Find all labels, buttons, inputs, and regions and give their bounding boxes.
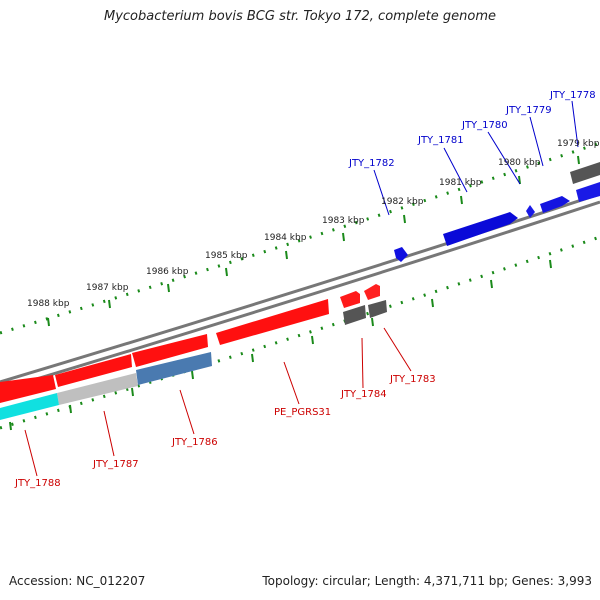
backbone-inner (0, 200, 600, 392)
map-title: Mycobacterium bovis BCG str. Tokyo 172, … (104, 9, 496, 24)
scale-label-1980: 1980 kbp (498, 158, 541, 168)
gene-jty-1778[interactable] (576, 182, 600, 202)
inner-scale-ring (0, 235, 600, 430)
gene-grey-1784 (343, 305, 366, 325)
outer-major-ticks (47, 155, 580, 327)
gene-lightgrey (57, 373, 138, 405)
scale-label-1986: 1986 kbp (146, 267, 189, 277)
label-jty-1778[interactable]: JTY_1778 (549, 90, 596, 101)
forward-leader-lines (373, 100, 579, 216)
scale-label-1983: 1983 kbp (322, 216, 365, 226)
scale-label-1982: 1982 kbp (381, 197, 424, 207)
gene-jty-1786[interactable] (132, 334, 208, 367)
gene-grey-top (570, 162, 600, 184)
gene-jty-1780[interactable] (526, 205, 535, 218)
label-jty-1780[interactable]: JTY_1780 (461, 120, 508, 131)
gene-jty-1779[interactable] (540, 196, 570, 213)
gene-jty-1783[interactable] (364, 284, 380, 300)
gene-grey-1783 (368, 300, 387, 318)
label-jty-1784[interactable]: JTY_1784 (340, 389, 387, 400)
label-jty-1782[interactable]: JTY_1782 (348, 158, 395, 169)
label-jty-1779[interactable]: JTY_1779 (505, 105, 552, 116)
backbone-outer (0, 192, 600, 384)
outer-scale-ring (0, 141, 600, 335)
label-jty-1788[interactable]: JTY_1788 (14, 478, 61, 489)
label-jty-1781[interactable]: JTY_1781 (417, 135, 464, 146)
gene-cyan (0, 393, 59, 420)
label-jty-1787[interactable]: JTY_1787 (92, 459, 139, 470)
genome-summary-text: Topology: circular; Length: 4,371,711 bp… (262, 574, 592, 588)
gene-steelblue (136, 352, 212, 385)
accession-text: Accession: NC_012207 (9, 574, 146, 588)
scale-label-1987: 1987 kbp (86, 283, 129, 293)
reverse-genes (0, 284, 387, 420)
scale-label-1981: 1981 kbp (439, 178, 482, 188)
gene-jty-1781[interactable] (443, 212, 518, 246)
forward-genes (394, 162, 600, 262)
gene-jty-1787[interactable] (55, 354, 132, 387)
scale-label-1988: 1988 kbp (27, 299, 70, 309)
scale-label-1979: 1979 kbp (557, 139, 600, 149)
label-pe-pgrs31[interactable]: PE_PGRS31 (274, 407, 331, 418)
gene-jty-1788[interactable] (0, 375, 56, 403)
scale-labels: 1979 kbp 1980 kbp 1981 kbp 1982 kbp 1983… (27, 139, 600, 309)
gene-jty-1782[interactable] (394, 247, 408, 262)
gene-jty-1784[interactable] (340, 291, 360, 308)
label-jty-1786[interactable]: JTY_1786 (171, 437, 218, 448)
inner-major-ticks (9, 259, 552, 431)
reverse-leader-lines (24, 327, 412, 477)
scale-label-1984: 1984 kbp (264, 233, 307, 243)
gene-pe-pgrs31[interactable] (216, 299, 329, 345)
reverse-gene-labels: JTY_1783 JTY_1784 PE_PGRS31 JTY_1786 JTY… (14, 374, 436, 489)
scale-label-1985: 1985 kbp (205, 251, 248, 261)
label-jty-1783[interactable]: JTY_1783 (389, 374, 436, 385)
forward-gene-labels: JTY_1778 JTY_1779 JTY_1780 JTY_1781 JTY_… (348, 90, 596, 169)
